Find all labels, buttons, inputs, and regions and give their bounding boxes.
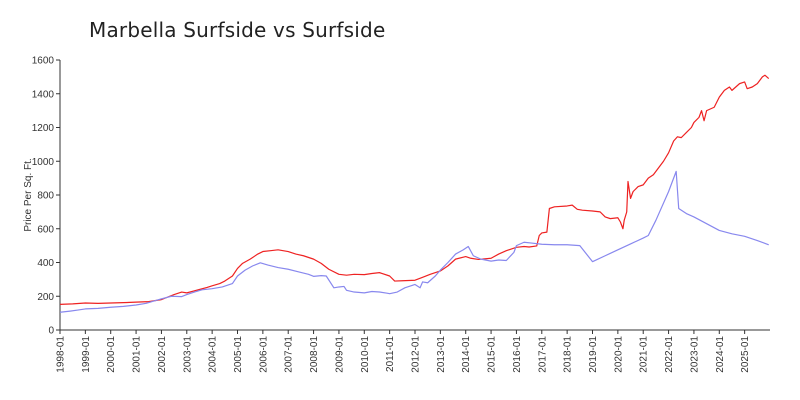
x-tick-label: 2025-01 xyxy=(740,336,751,373)
y-tick-label: 1200 xyxy=(32,123,55,134)
x-tick-label: 2008-01 xyxy=(309,336,320,373)
x-tick-label: 2024-01 xyxy=(715,336,726,373)
x-tick-label: 2015-01 xyxy=(487,336,498,373)
y-tick-label: 600 xyxy=(37,224,54,235)
y-tick-label: 200 xyxy=(37,292,54,303)
x-tick-label: 2009-01 xyxy=(334,336,345,373)
x-tick-label: 2006-01 xyxy=(258,336,269,373)
series-group xyxy=(59,74,770,313)
x-tick-label: 2022-01 xyxy=(664,336,675,373)
y-tick-label: 1000 xyxy=(32,157,55,168)
y-ticks: 0 200 400 600 800 1000 1200 1400 1600 xyxy=(32,56,60,337)
x-tick-label: 2017-01 xyxy=(537,336,548,373)
series-line-marbella-surfside xyxy=(59,74,770,305)
y-tick-label: 1600 xyxy=(32,56,55,67)
x-tick-label: 2004-01 xyxy=(208,336,219,373)
x-ticks: 1998-01 1999-01 2000-01 2001-01 2002-01 2003-… xyxy=(56,330,751,373)
x-tick-label: 2007-01 xyxy=(284,336,295,373)
y-axis-label: Price Per Sq. Ft. xyxy=(23,158,34,231)
x-tick-label: 2016-01 xyxy=(512,336,523,373)
x-tick-label: 1999-01 xyxy=(81,336,92,373)
chart-title: Marbella Surfside vs Surfside xyxy=(89,18,386,42)
y-tick-label: 0 xyxy=(48,326,54,337)
y-tick-label: 400 xyxy=(37,258,54,269)
x-tick-label: 2003-01 xyxy=(182,336,193,373)
series-line-surfside xyxy=(59,170,769,313)
x-tick-label: 2019-01 xyxy=(588,336,599,373)
x-tick-label: 2020-01 xyxy=(613,336,624,373)
x-tick-label: 2000-01 xyxy=(106,336,117,373)
x-tick-label: 2018-01 xyxy=(563,336,574,373)
x-tick-label: 2001-01 xyxy=(132,336,143,373)
x-tick-label: 2010-01 xyxy=(360,336,371,373)
x-tick-label: 2005-01 xyxy=(233,336,244,373)
x-tick-label: 2002-01 xyxy=(157,336,168,373)
x-tick-label: 2014-01 xyxy=(461,336,472,373)
x-tick-label: 2021-01 xyxy=(639,336,650,373)
x-tick-label: 2011-01 xyxy=(385,336,396,372)
y-tick-label: 1400 xyxy=(32,89,55,100)
x-tick-label: 2012-01 xyxy=(411,336,422,373)
x-tick-label: 1998-01 xyxy=(56,336,67,373)
x-tick-label: 2023-01 xyxy=(689,336,700,373)
x-tick-label: 2013-01 xyxy=(436,336,447,373)
y-tick-label: 800 xyxy=(37,191,54,202)
